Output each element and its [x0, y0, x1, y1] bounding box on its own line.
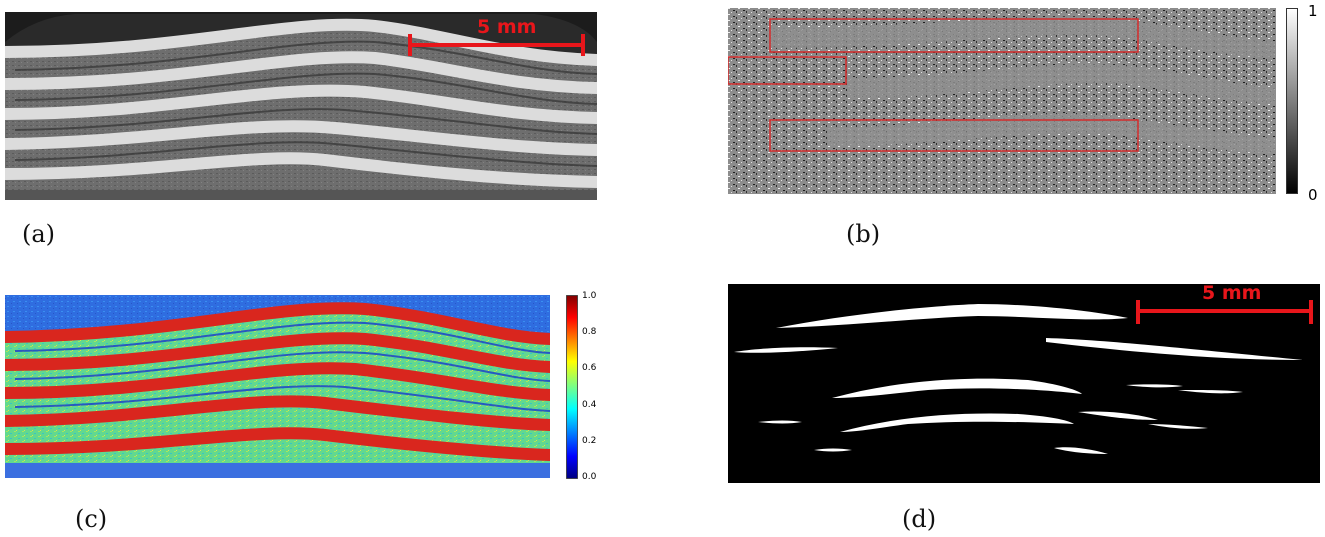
scale-bar-label: 5 mm — [477, 16, 537, 38]
colorbar-tick-0-2: 0.2 — [582, 436, 597, 446]
caption-a: (a) — [22, 220, 56, 248]
colorbar-tick-0-0: 0.0 — [582, 472, 597, 482]
ct-slice-image — [5, 12, 597, 200]
panel-b — [728, 8, 1276, 194]
panel-d: 5 mm — [728, 282, 1320, 483]
colorbar-tick-1-0: 1.0 — [582, 291, 597, 301]
roi-box-left — [728, 56, 847, 85]
colorbar-tick-0-4: 0.4 — [582, 400, 597, 410]
colorbar-tick-0-8: 0.8 — [582, 327, 597, 337]
caption-b: (b) — [846, 220, 881, 248]
scale-bar — [1136, 300, 1313, 324]
panel-a: 5 mm — [5, 12, 597, 200]
scale-bar-label: 5 mm — [1202, 282, 1262, 304]
colorbar-b: 1 0 — [1286, 2, 1320, 204]
colorbar-max-label: 1 — [1308, 2, 1318, 20]
scale-bar — [408, 34, 585, 56]
colorbar-c: 1.0 0.8 0.6 0.4 0.2 0.0 — [566, 291, 606, 482]
colorbar-tick-0-6: 0.6 — [582, 363, 597, 373]
caption-d: (d) — [902, 505, 937, 533]
intensity-map-image — [5, 295, 550, 478]
panel-c — [5, 295, 550, 478]
segmentation-mask-image — [728, 284, 1320, 483]
roi-box-top — [769, 18, 1139, 53]
caption-c: (c) — [75, 505, 108, 533]
colorbar-min-label: 0 — [1308, 186, 1318, 204]
roi-box-bottom — [769, 119, 1139, 152]
difference-map-image — [728, 8, 1276, 194]
